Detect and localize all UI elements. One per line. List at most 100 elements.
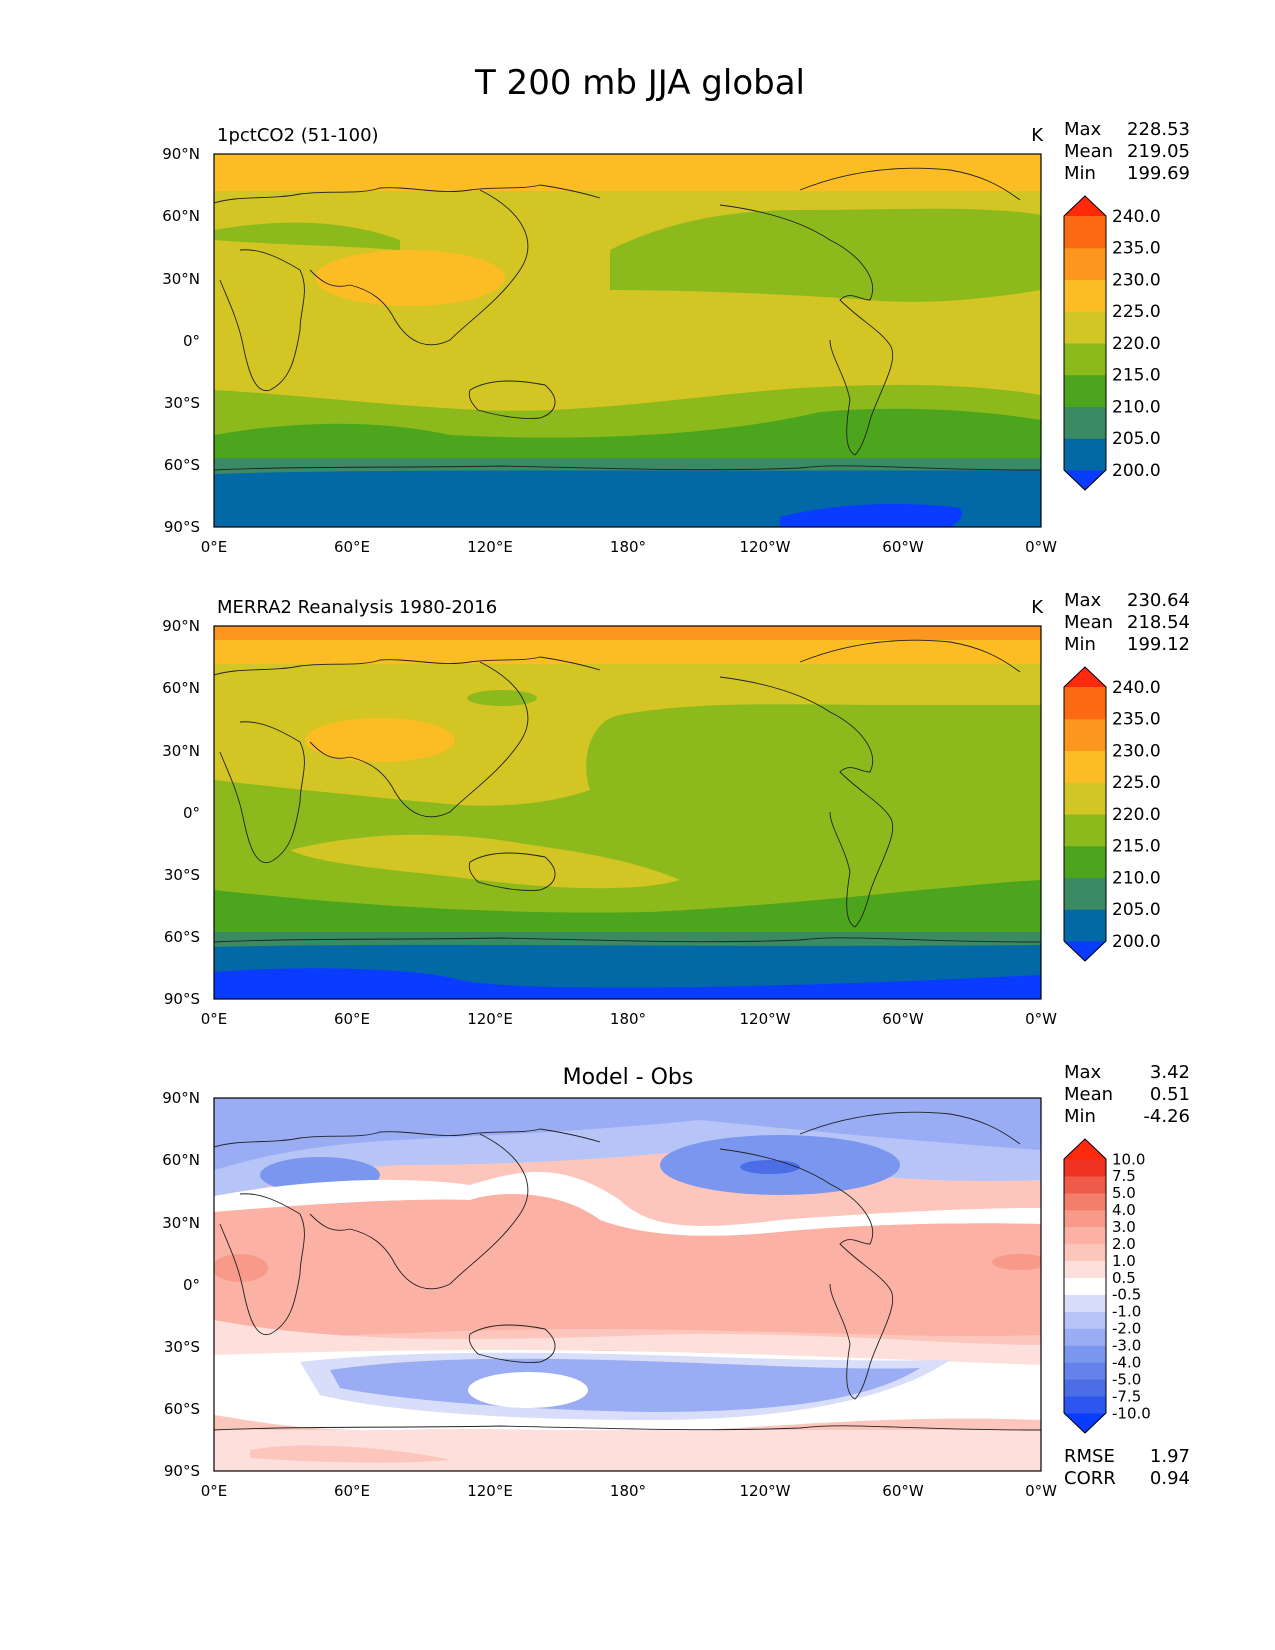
lat-tick: 30°N	[162, 1214, 200, 1232]
colorbar-segment	[1064, 1209, 1106, 1228]
obs-coastlines	[214, 639, 1041, 943]
colorbar-tick-label: 240.0	[1112, 207, 1161, 227]
colorbar-tick-label: 0.5	[1112, 1269, 1136, 1287]
colorbar-tick-label: -5.0	[1112, 1370, 1141, 1388]
lon-tick: 0°W	[1025, 538, 1057, 556]
colorbar-extend-max	[1064, 1139, 1106, 1159]
colorbar-tick-label: 230.0	[1112, 270, 1161, 290]
stat-max-value: 228.53	[1127, 119, 1190, 140]
model-stats: Max 228.53 Mean 219.05 Min 199.69	[1064, 119, 1190, 184]
lat-tick: 30°S	[164, 866, 200, 884]
colorbar-segment	[1064, 718, 1106, 751]
colorbar-segment	[1064, 311, 1106, 344]
lon-tick: 60°E	[334, 538, 370, 556]
lon-tick: 0°E	[201, 1010, 228, 1028]
colorbar-tick-label: 2.0	[1112, 1235, 1136, 1253]
lon-tick: 120°W	[740, 1482, 791, 1500]
stat-mean-value: 218.54	[1127, 612, 1190, 633]
colorbar-tick-label: 215.0	[1112, 366, 1161, 386]
diff-stats: Max 3.42 Mean 0.51 Min -4.26 RMSE 1.97 C…	[1064, 1062, 1190, 1489]
stat-min-value: 199.69	[1127, 163, 1190, 184]
stat-min-label: Min	[1064, 634, 1096, 655]
lon-tick: 60°E	[334, 1010, 370, 1028]
diff-colorbar: -10.0-7.5-5.0-4.0-3.0-2.0-1.0-0.50.51.02…	[1063, 1138, 1151, 1434]
colorbar-segment	[1064, 814, 1106, 847]
colorbar-tick-label: 220.0	[1112, 334, 1161, 354]
colorbar-tick-label: -0.5	[1112, 1286, 1141, 1304]
colorbar-extend-max	[1064, 667, 1106, 687]
lat-tick: 30°S	[164, 1338, 200, 1356]
colorbar-segment	[1064, 1260, 1106, 1279]
colorbar-tick-label: 3.0	[1112, 1218, 1136, 1236]
colorbar-segment	[1064, 1192, 1106, 1211]
model-coastlines	[214, 167, 1041, 471]
lon-tick: 180°	[610, 1482, 646, 1500]
panel-model-title: 1pctCO2 (51-100)	[217, 125, 379, 146]
lat-tick: 90°N	[162, 1089, 200, 1107]
colorbar-segment	[1064, 1243, 1106, 1262]
colorbar-segment	[1064, 1379, 1106, 1397]
stat-mean-label: Mean	[1064, 612, 1113, 633]
colorbar-tick-label: 235.0	[1112, 239, 1161, 259]
diff-lat-ticks: 90°N 60°N 30°N 0° 30°S 60°S 90°S	[162, 1089, 200, 1480]
model-field	[214, 154, 1041, 527]
lon-tick: 180°	[610, 1010, 646, 1028]
panel-model: 1pctCO2 (51-100) K 90°N 60°N	[162, 119, 1190, 556]
obs-field	[214, 626, 1041, 999]
lat-tick: 0°	[183, 1276, 200, 1294]
colorbar-outline	[1063, 1138, 1107, 1434]
colorbar-segment	[1064, 1311, 1106, 1329]
lon-tick: 60°W	[882, 538, 924, 556]
stat-mean-value: 219.05	[1127, 141, 1190, 162]
colorbar-tick-label: 1.0	[1112, 1252, 1136, 1270]
colorbar-segment	[1064, 247, 1106, 280]
stat-mean-label: Mean	[1064, 141, 1113, 162]
lon-tick: 120°E	[467, 1482, 513, 1500]
lat-tick: 90°N	[162, 145, 200, 163]
lon-tick: 60°W	[882, 1482, 924, 1500]
lon-tick: 120°E	[467, 538, 513, 556]
corr-value: 0.94	[1150, 1468, 1190, 1489]
lon-tick: 120°E	[467, 1010, 513, 1028]
panel-diff: Model - Obs	[162, 1062, 1190, 1500]
stat-max-label: Max	[1064, 590, 1102, 611]
colorbar-tick-label: 240.0	[1112, 678, 1161, 698]
colorbar-tick-label: 215.0	[1112, 837, 1161, 857]
stat-max-value: 230.64	[1127, 590, 1190, 611]
lat-tick: 90°S	[164, 1462, 200, 1480]
colorbar-outline	[1063, 195, 1107, 491]
colorbar-segment	[1064, 877, 1106, 910]
stat-max-value: 3.42	[1150, 1062, 1190, 1083]
colorbar-segment	[1064, 1362, 1106, 1380]
colorbar-outline	[1063, 666, 1107, 962]
model-lon-ticks: 0°E 60°E 120°E 180° 120°W 60°W 0°W	[201, 538, 1057, 556]
panel-obs: MERRA2 Reanalysis 1980-2016 K	[162, 590, 1190, 1028]
colorbar-segment	[1064, 438, 1106, 471]
colorbar-segment	[1064, 1159, 1106, 1177]
lon-tick: 0°W	[1025, 1010, 1057, 1028]
colorbar-tick-label: 205.0	[1112, 900, 1161, 920]
stat-min-label: Min	[1064, 163, 1096, 184]
lon-tick: 180°	[610, 538, 646, 556]
lat-tick: 90°S	[164, 518, 200, 536]
obs-stats: Max 230.64 Mean 218.54 Min 199.12	[1064, 590, 1190, 655]
panel-obs-units: K	[1031, 597, 1044, 618]
figure-title: T 200 mb JJA global	[474, 63, 805, 103]
lat-tick: 0°	[183, 332, 200, 350]
lat-tick: 30°N	[162, 270, 200, 288]
colorbar-segment	[1064, 216, 1106, 249]
colorbar-segment	[1064, 1277, 1106, 1295]
lat-tick: 90°N	[162, 617, 200, 635]
lat-tick: 60°S	[164, 456, 200, 474]
stat-min-value: 199.12	[1127, 634, 1190, 655]
colorbar-segment	[1064, 1226, 1106, 1245]
colorbar-segment	[1064, 845, 1106, 878]
colorbar-tick-label: 10.0	[1112, 1150, 1145, 1168]
colorbar-tick-label: 205.0	[1112, 429, 1161, 449]
diff-lon-ticks: 0°E 60°E 120°E 180° 120°W 60°W 0°W	[201, 1482, 1057, 1500]
obs-colorbar: 200.0 205.0 210.0 215.0 220.0 225.0 230.0 235.0…	[1063, 666, 1161, 962]
lat-tick: 60°S	[164, 1400, 200, 1418]
colorbar-tick-label: 210.0	[1112, 397, 1161, 417]
lat-tick: 60°N	[162, 679, 200, 697]
colorbar-segment	[1064, 750, 1106, 783]
